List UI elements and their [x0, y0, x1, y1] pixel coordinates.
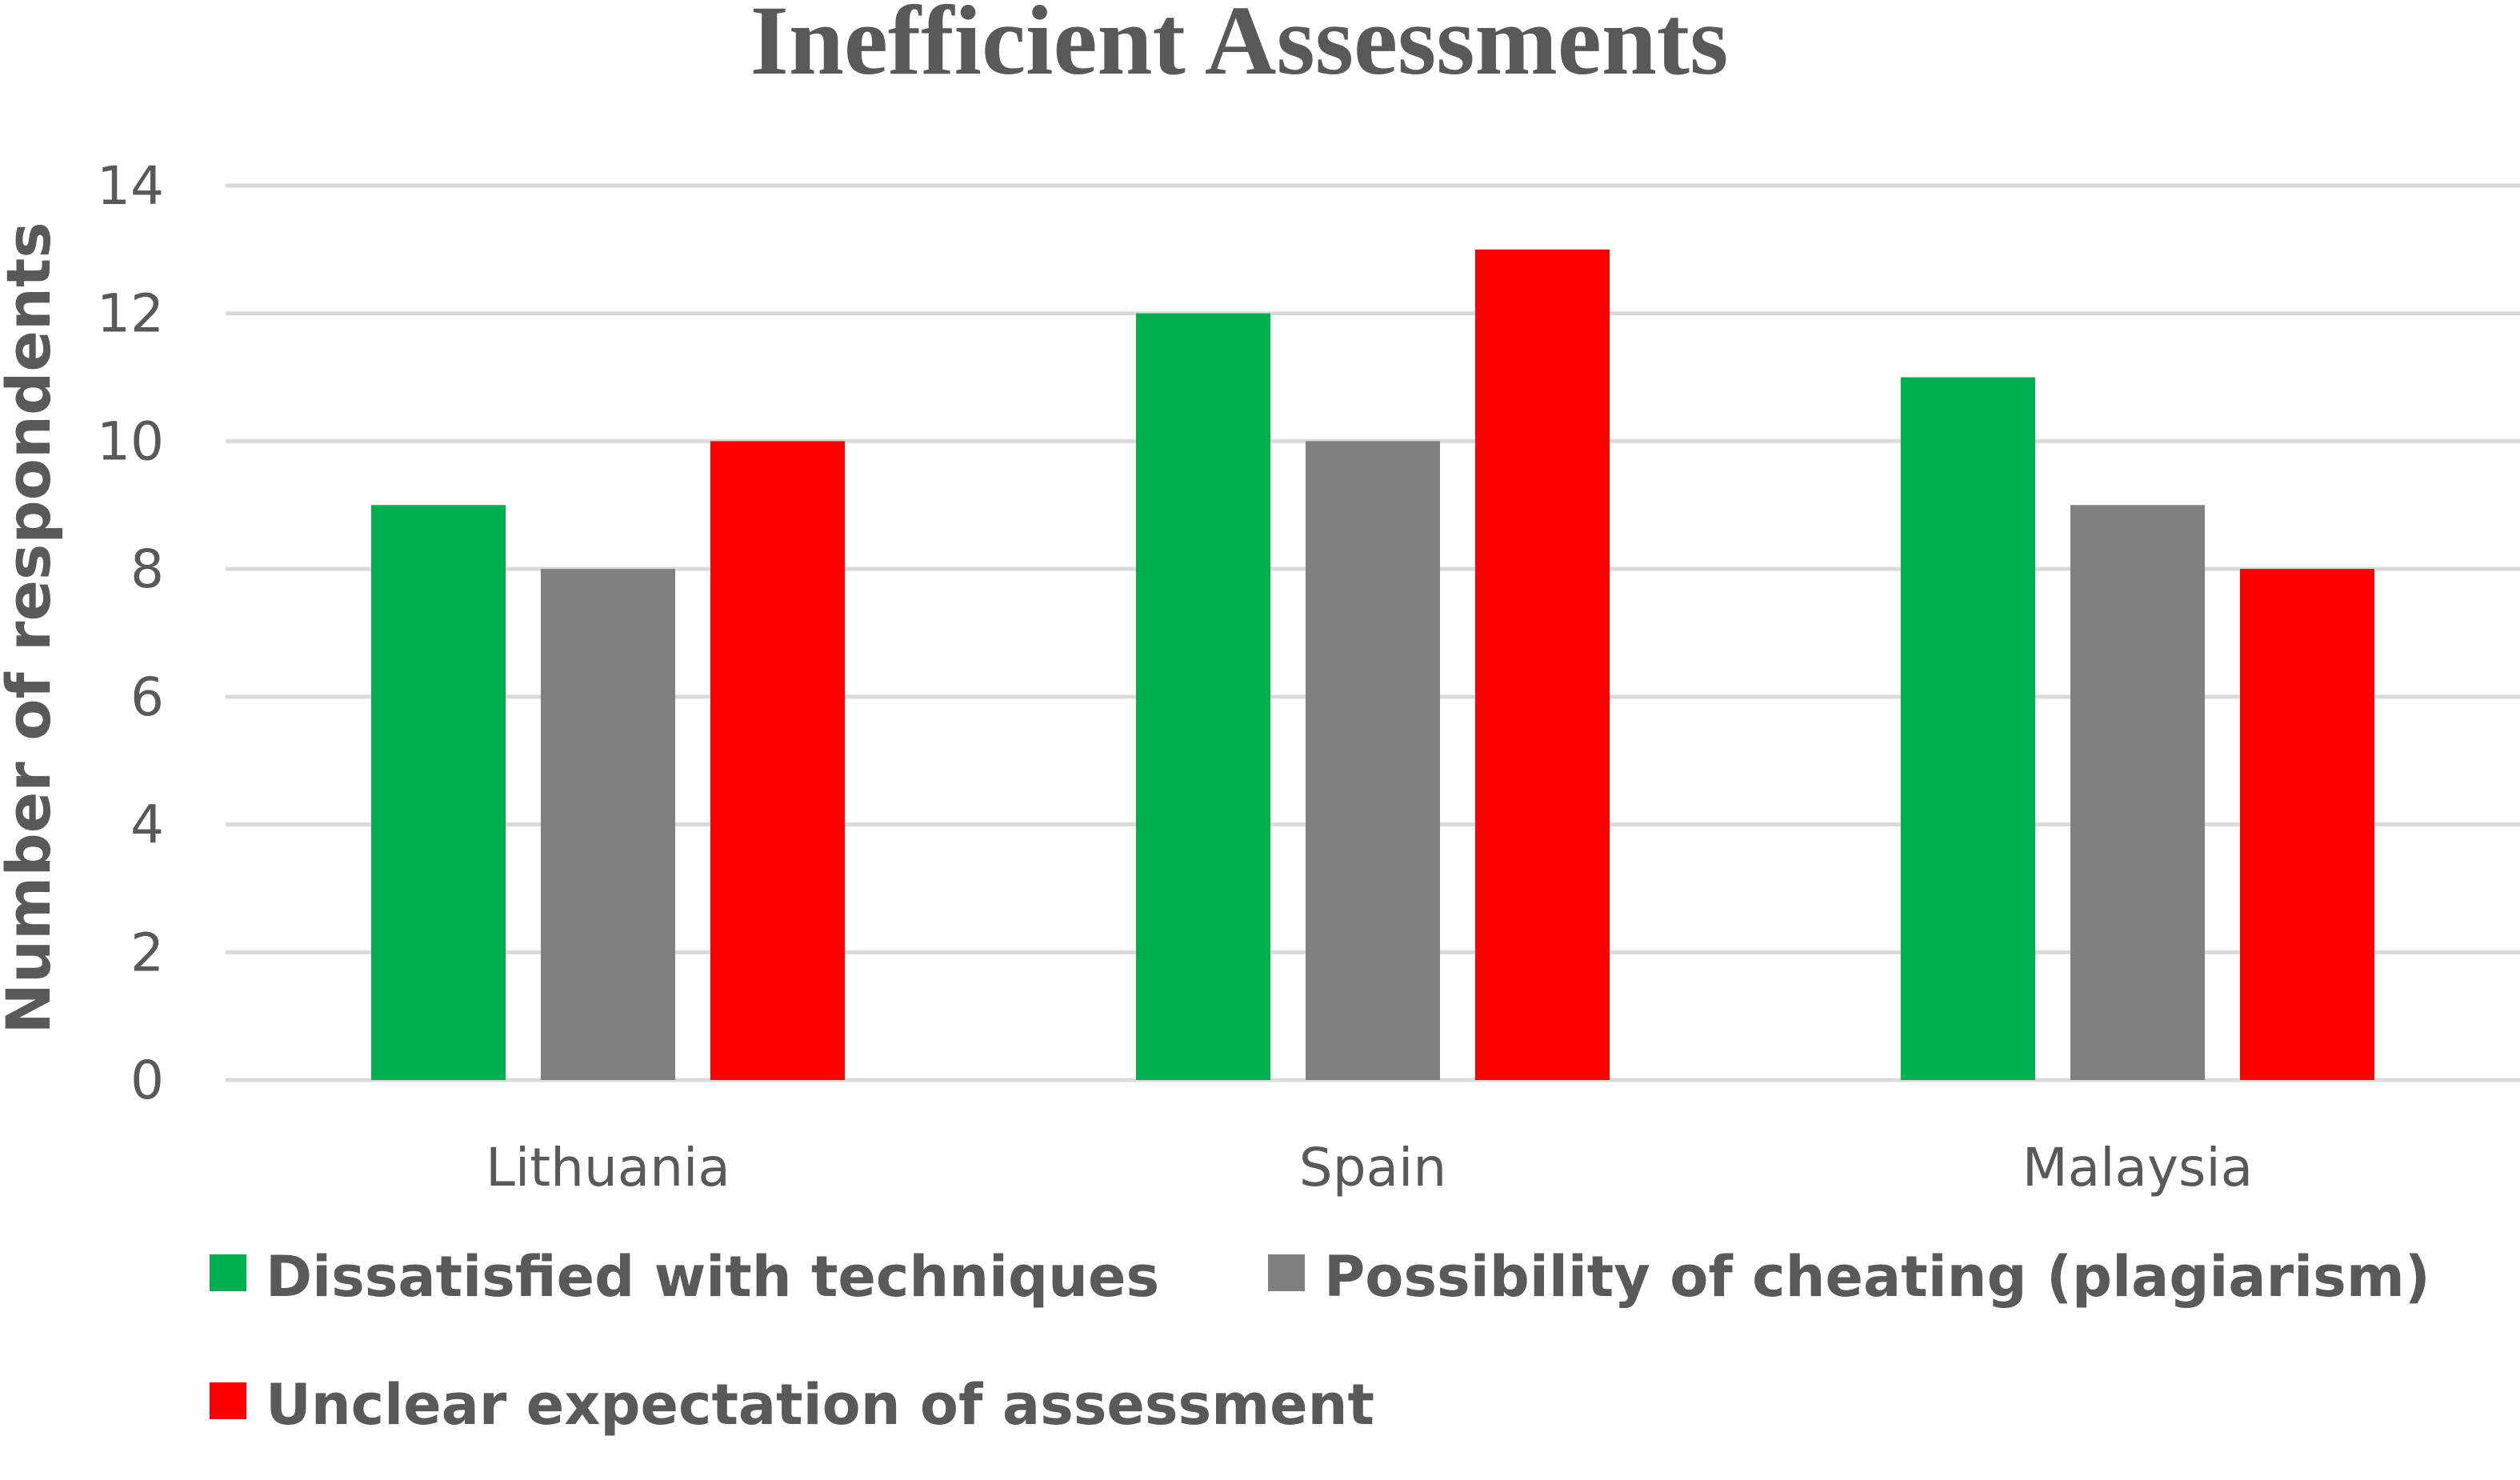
x-category-label: Lithuania — [486, 1137, 730, 1198]
y-tick-label: 8 — [130, 538, 164, 600]
bar-spain-series-3 — [1475, 249, 1610, 1080]
bar-spain-series-1 — [1136, 313, 1270, 1080]
legend: Dissatisfied with techniques Possibility … — [210, 1244, 2430, 1438]
legend-swatch — [210, 1254, 246, 1291]
legend-entry-label: Unclear expectation of assessment — [266, 1372, 1374, 1438]
chart-title: Inefficient Assessments — [750, 0, 1729, 95]
bar-spain-series-2 — [1306, 441, 1440, 1080]
y-tick-label: 2 — [130, 922, 164, 983]
y-tick-label: 12 — [97, 283, 164, 345]
bar-lithuania-series-1 — [371, 505, 506, 1080]
x-axis-categories: Lithuania Spain Malaysia — [486, 1137, 2253, 1198]
x-category-label: Spain — [1299, 1137, 1446, 1198]
y-axis-ticks: 0 2 4 6 8 10 12 14 — [97, 155, 164, 1111]
bar-malaysia-series-3 — [2240, 569, 2374, 1080]
bars — [371, 249, 2374, 1081]
y-tick-label: 14 — [97, 155, 164, 217]
legend-swatch — [1268, 1254, 1305, 1291]
y-tick-label: 6 — [130, 666, 164, 728]
legend-entry-label: Dissatisfied with techniques — [266, 1244, 1159, 1310]
bar-lithuania-series-3 — [710, 441, 845, 1080]
bar-lithuania-series-2 — [541, 569, 675, 1080]
y-axis-label: Number of respondents — [0, 222, 64, 1034]
y-tick-label: 0 — [130, 1050, 164, 1111]
legend-entry-label: Possibility of cheating (plagiarism) — [1324, 1244, 2430, 1310]
legend-swatch — [210, 1382, 246, 1419]
bar-malaysia-series-1 — [1901, 377, 2035, 1081]
x-category-label: Malaysia — [2022, 1137, 2253, 1198]
y-tick-label: 10 — [97, 410, 164, 472]
y-tick-label: 4 — [130, 794, 164, 856]
bar-malaysia-series-2 — [2070, 505, 2205, 1080]
